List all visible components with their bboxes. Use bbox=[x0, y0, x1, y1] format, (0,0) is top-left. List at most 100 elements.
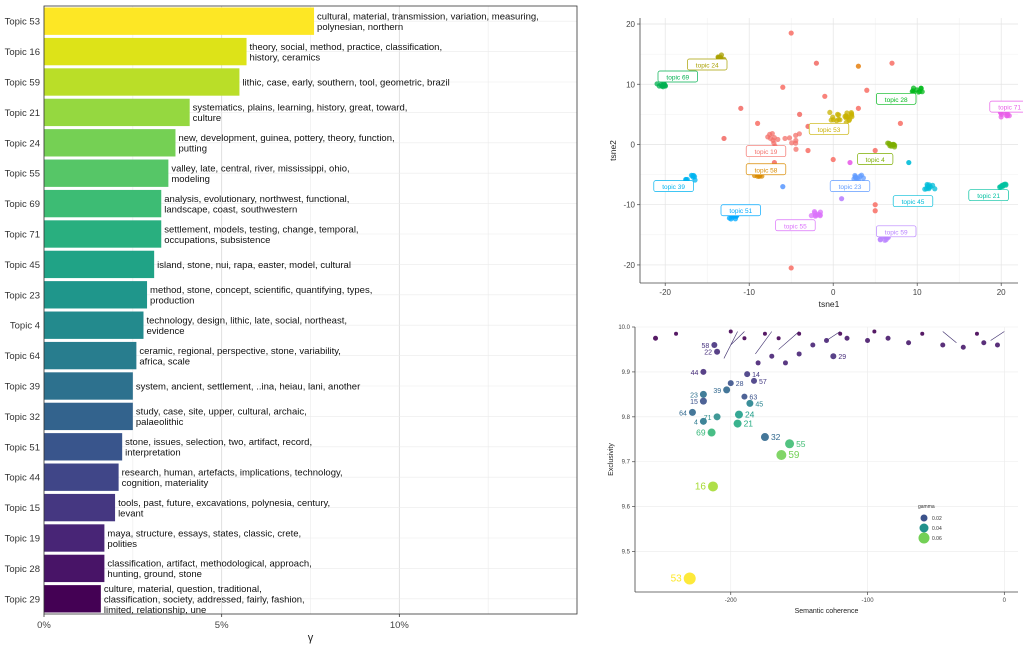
coherence-point bbox=[707, 428, 716, 437]
category-tick-label: Topic 64 bbox=[5, 351, 40, 362]
tsne-cluster-label-box bbox=[687, 58, 728, 71]
tsne-cluster-point bbox=[767, 135, 773, 141]
bar bbox=[44, 281, 148, 309]
bar-term-label: tools, past, future, excavations, polyne… bbox=[118, 498, 330, 509]
tsne-cluster-point bbox=[909, 88, 915, 95]
coherence-point bbox=[728, 329, 733, 334]
tsne-cluster-label-box bbox=[745, 163, 787, 176]
bar-term-label: lithic, case, early, southern, tool, geo… bbox=[242, 78, 449, 89]
tsne-cluster-point bbox=[852, 174, 859, 180]
tsne-cluster-label-box bbox=[808, 123, 850, 135]
tsne-y-tick-label: 0 bbox=[631, 140, 636, 149]
bar-term-label: cultural, material, transmission, variat… bbox=[317, 11, 539, 22]
coherence-point bbox=[776, 450, 787, 461]
coherence-plot-background bbox=[635, 327, 1018, 592]
bar-term-label: polities bbox=[107, 539, 137, 550]
tsne-cluster-point bbox=[827, 109, 833, 116]
coherence-point-label: 32 bbox=[771, 432, 781, 442]
coherence-point bbox=[796, 351, 802, 357]
coherence-point-label: 14 bbox=[752, 372, 760, 379]
coherence-point-label: 45 bbox=[755, 401, 763, 408]
coherence-y-tick-label: 9.6 bbox=[622, 505, 631, 511]
coherence-leader-line bbox=[990, 331, 1005, 341]
bar-chart: Topic 53 cultural, material, transmission… bbox=[5, 5, 578, 644]
tsne-point bbox=[864, 87, 870, 93]
tsne-x-axis-label: tsne1 bbox=[819, 299, 840, 309]
tsne-cluster-point bbox=[926, 186, 932, 192]
coherence-y-tick-label: 10.0 bbox=[618, 325, 630, 331]
tsne-cluster-label: topic 28 bbox=[885, 97, 908, 104]
coherence-point-label: 71 bbox=[704, 415, 712, 422]
bar bbox=[44, 129, 176, 157]
coherence-point-label: 63 bbox=[749, 395, 757, 402]
bar-term-label: valley, late, central, river, mississipp… bbox=[171, 163, 349, 174]
bar-term-label: technology, design, lithic, late, social… bbox=[146, 315, 347, 326]
tsne-cluster-point bbox=[775, 136, 781, 143]
bar bbox=[44, 189, 162, 218]
category-tick-label: Topic 45 bbox=[5, 260, 40, 271]
coherence-point-label: 22 bbox=[704, 350, 712, 357]
coherence-point bbox=[723, 386, 731, 394]
bar-term-label: landscape, coast, southwestern bbox=[164, 204, 297, 215]
legend-title: gamma bbox=[918, 504, 935, 510]
tsne-point bbox=[855, 63, 862, 69]
tsne-point bbox=[872, 147, 878, 154]
coherence-point-label: 29 bbox=[838, 354, 846, 361]
coherence-leader-line bbox=[730, 331, 745, 346]
tsne-cluster-point bbox=[926, 182, 932, 188]
coherence-point bbox=[960, 344, 966, 350]
coherence-point bbox=[700, 368, 707, 375]
tsne-cluster-point bbox=[848, 109, 854, 116]
bar-term-label: production bbox=[150, 296, 194, 307]
coherence-point bbox=[824, 337, 829, 343]
bar-term-label: study, case, site, upper, cultural, arch… bbox=[136, 407, 307, 418]
coherence-point-label: 21 bbox=[744, 419, 754, 429]
category-tick-label: Topic 24 bbox=[5, 138, 40, 149]
tsne-cluster-label: topic 58 bbox=[755, 167, 778, 174]
tsne-cluster-label: topic 39 bbox=[662, 184, 685, 191]
bar-term-label: island, stone, nui, rapa, easter, model,… bbox=[157, 260, 351, 271]
legend-key bbox=[918, 532, 930, 544]
coherence-point bbox=[707, 481, 718, 492]
bar-term-label: system, ancient, settlement, ..ina, heia… bbox=[136, 382, 360, 393]
tsne-cluster-point bbox=[837, 117, 843, 123]
coherence-point bbox=[810, 342, 816, 348]
coherence-point bbox=[744, 371, 751, 378]
tsne-cluster-point bbox=[1003, 181, 1009, 187]
tsne-cluster-label: topic 24 bbox=[696, 62, 719, 69]
bar-term-label: new, development, guinea, pottery, theor… bbox=[178, 133, 394, 144]
tsne-y-tick-label: 10 bbox=[626, 80, 635, 89]
tsne-x-tick-label: 0 bbox=[831, 288, 836, 297]
bar-term-label: stone, issues, selection, two, artifact,… bbox=[125, 437, 312, 448]
tsne-plot-background bbox=[640, 18, 1018, 283]
tsne-cluster-label: topic 53 bbox=[818, 127, 841, 134]
coherence-point-label: 24 bbox=[745, 410, 755, 420]
bar bbox=[44, 68, 240, 96]
tsne-cluster-label: topic 51 bbox=[729, 208, 752, 215]
tsne-cluster-point bbox=[828, 117, 834, 123]
tsne-cluster-point bbox=[922, 186, 928, 192]
tsne-point bbox=[780, 84, 786, 90]
category-tick-label: Topic 51 bbox=[5, 442, 40, 453]
legend-key bbox=[919, 523, 929, 533]
tsne-cluster-point bbox=[771, 140, 777, 146]
bar-term-label: systematics, plains, learning, history, … bbox=[193, 103, 408, 114]
bar-term-label: analysis, evolutionary, northwest, funct… bbox=[164, 194, 349, 205]
x-axis-label: γ bbox=[308, 632, 314, 644]
coherence-point-label: 69 bbox=[696, 428, 706, 438]
tsne-cluster-point bbox=[891, 142, 897, 148]
tsne-point bbox=[822, 93, 828, 99]
coherence-point bbox=[760, 433, 769, 442]
coherence-point bbox=[994, 342, 1000, 348]
coherence-point-label: 39 bbox=[713, 388, 721, 395]
tsne-chart: topic 53 topic 24 topic 69 topic 28 topic 71… bbox=[608, 18, 1023, 309]
coherence-y-axis-label: Exclusivity bbox=[608, 443, 615, 476]
category-tick-label: Topic 23 bbox=[5, 290, 40, 301]
category-tick-label: Topic 39 bbox=[5, 382, 40, 393]
bar bbox=[44, 463, 119, 491]
coherence-point bbox=[727, 380, 734, 387]
coherence-point bbox=[741, 393, 748, 400]
tsne-cluster-label-box bbox=[892, 195, 934, 208]
tsne-cluster-point bbox=[808, 213, 814, 219]
